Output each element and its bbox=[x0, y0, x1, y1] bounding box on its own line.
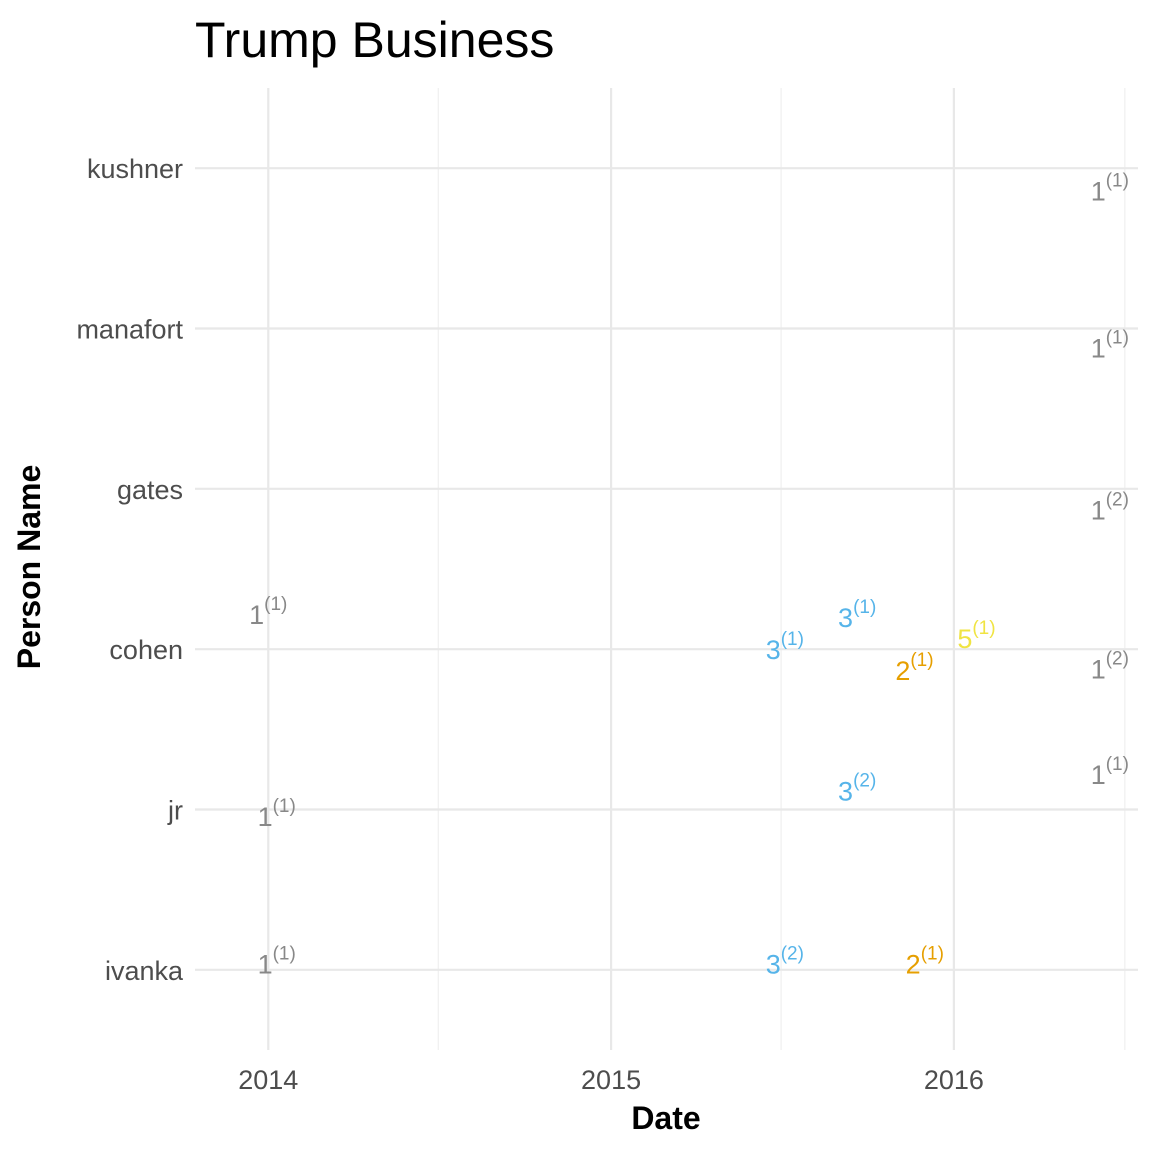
data-point-count: (2) bbox=[1106, 490, 1129, 511]
data-point-value: 1 bbox=[1091, 760, 1106, 790]
data-point-label: 2(1) bbox=[895, 650, 933, 686]
data-point-count: (2) bbox=[1106, 648, 1129, 669]
y-tick-label: ivanka bbox=[105, 956, 184, 986]
y-tick-label: kushner bbox=[87, 154, 183, 184]
data-point-count: (1) bbox=[1106, 328, 1129, 349]
data-point-label: 1(1) bbox=[1091, 171, 1129, 207]
data-point-value: 2 bbox=[895, 656, 910, 686]
data-point-label: 3(2) bbox=[766, 943, 804, 979]
data-point-value: 1 bbox=[258, 949, 273, 979]
data-point-count: (1) bbox=[921, 943, 944, 964]
x-tick-label: 2014 bbox=[238, 1065, 298, 1095]
x-axis-title: Date bbox=[631, 1100, 700, 1136]
data-point-label: 1(1) bbox=[1091, 328, 1129, 364]
chart-title: Trump Business bbox=[195, 12, 554, 68]
data-point-count: (1) bbox=[273, 796, 296, 817]
data-point-label: 3(2) bbox=[838, 770, 876, 806]
data-point-count: (2) bbox=[781, 943, 804, 964]
data-point-value: 1 bbox=[1091, 334, 1106, 364]
data-point-count: (1) bbox=[264, 594, 287, 615]
data-point-label: 3(1) bbox=[766, 629, 804, 665]
data-point-count: (1) bbox=[853, 597, 876, 618]
data-point-value: 1 bbox=[249, 600, 264, 630]
data-point-value: 1 bbox=[258, 802, 273, 832]
data-point-count: (1) bbox=[972, 618, 995, 639]
y-tick-label: cohen bbox=[109, 635, 183, 665]
grid bbox=[195, 88, 1138, 1050]
data-point-value: 3 bbox=[766, 949, 781, 979]
data-point-label: 1(1) bbox=[258, 796, 296, 832]
data-point-count: (1) bbox=[781, 629, 804, 650]
data-point-label: 3(1) bbox=[838, 597, 876, 633]
data-point-value: 3 bbox=[838, 603, 853, 633]
data-point-value: 1 bbox=[1091, 177, 1106, 207]
data-point-count: (1) bbox=[1106, 754, 1129, 775]
data-point-value: 3 bbox=[766, 635, 781, 665]
y-tick-label: manafort bbox=[76, 315, 183, 345]
data-point-count: (1) bbox=[273, 943, 296, 964]
data-point-label: 1(2) bbox=[1091, 648, 1129, 684]
data-point-value: 2 bbox=[906, 949, 921, 979]
data-point-label: 1(1) bbox=[258, 943, 296, 979]
y-tick-label: gates bbox=[117, 475, 183, 505]
x-tick-label: 2016 bbox=[924, 1065, 984, 1095]
y-axis-title: Person Name bbox=[11, 465, 47, 670]
data-point-value: 1 bbox=[1091, 496, 1106, 526]
data-point-value: 5 bbox=[957, 624, 972, 654]
data-point-value: 1 bbox=[1091, 654, 1106, 684]
y-tick-label: jr bbox=[167, 796, 183, 826]
x-tick-label: 2015 bbox=[581, 1065, 641, 1095]
data-point-count: (1) bbox=[910, 650, 933, 671]
data-point-label: 1(1) bbox=[1091, 754, 1129, 790]
data-point-label: 2(1) bbox=[906, 943, 944, 979]
data-point-count: (1) bbox=[1106, 171, 1129, 192]
data-point-value: 3 bbox=[838, 776, 853, 806]
data-point-count: (2) bbox=[853, 770, 876, 791]
data-marks: 1(1)1(1)1(2)1(2)1(1)3(1)3(1)2(1)5(1)1(1)… bbox=[249, 171, 1129, 980]
data-point-label: 1(2) bbox=[1091, 490, 1129, 526]
